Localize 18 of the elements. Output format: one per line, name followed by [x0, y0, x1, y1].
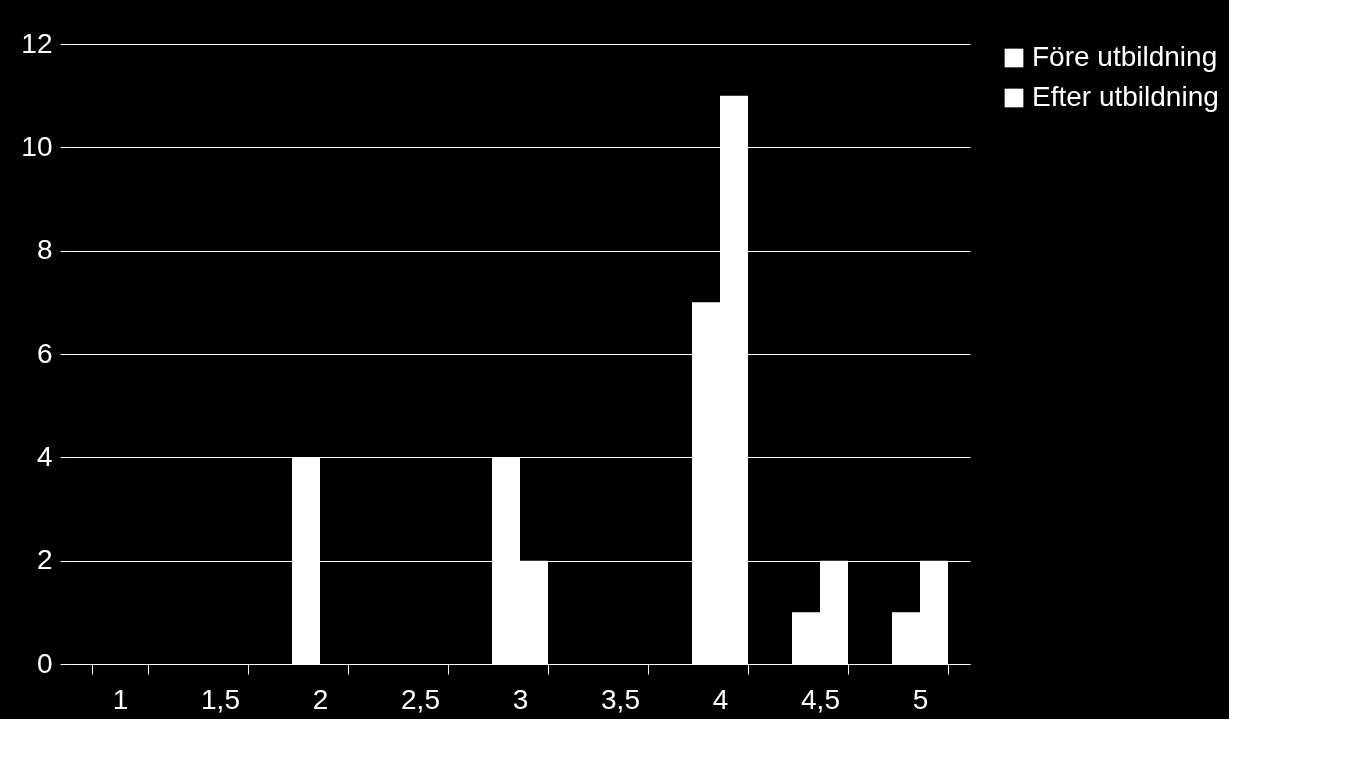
y-tick-label: 2: [36, 544, 53, 576]
x-tick-label: 5: [912, 683, 929, 715]
x-tick-label: 2: [312, 683, 329, 715]
x-tick-label: 1: [112, 683, 129, 715]
y-tick-label: 10: [21, 130, 53, 162]
y-tick-label: 0: [36, 647, 53, 679]
x-tick-label: 1,5: [201, 683, 240, 715]
legend-label: Efter utbildning: [1032, 81, 1219, 112]
x-tick-label: 3,5: [601, 683, 640, 715]
y-tick-label: 8: [36, 234, 53, 266]
y-tick-label: 4: [36, 440, 53, 472]
y-tick-label: 6: [36, 337, 53, 369]
x-tick-label: 4,5: [801, 683, 840, 715]
x-tick-label: 3: [512, 683, 529, 715]
x-tick-label: 4: [712, 683, 729, 715]
y-tick-label: 12: [21, 27, 53, 59]
x-tick-label: 2,5: [401, 683, 440, 715]
legend-label: Före utbildning: [1032, 41, 1218, 72]
